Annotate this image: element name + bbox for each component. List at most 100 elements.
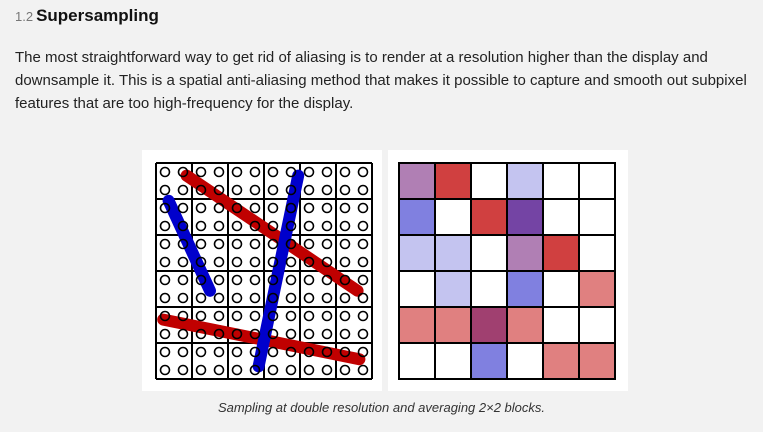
output-pixel [506,234,544,272]
section-number: 1.2 [15,9,34,24]
output-pixel [542,342,580,380]
sample-point [249,202,261,214]
sample-point [285,202,297,214]
sample-point [303,274,315,286]
output-pixel [398,270,436,308]
sample-point [357,346,369,358]
output-pixel [470,198,508,236]
sample-point [321,274,333,286]
averaged-pixel-grid [398,162,616,380]
sample-point [249,364,261,376]
output-pixel [434,162,472,200]
sample-point [195,220,207,232]
sample-point [213,202,225,214]
sample-point [321,328,333,340]
sample-point [285,310,297,322]
sample-point [285,256,297,268]
output-pixel [470,270,508,308]
sample-point [285,166,297,178]
output-pixel [506,198,544,236]
sample-point [213,166,225,178]
output-pixel [470,306,508,344]
sample-point [321,256,333,268]
sample-point [303,346,315,358]
sample-point [249,166,261,178]
output-pixel [398,162,436,200]
output-pixel [542,234,580,272]
sample-point [339,364,351,376]
supersampling-figure [142,150,628,391]
sample-point [195,184,207,196]
sample-point [159,202,171,214]
sample-point [321,220,333,232]
output-pixel [506,342,544,380]
sample-point [285,292,297,304]
body-paragraph: The most straightforward way to get rid … [15,49,747,112]
sample-point [285,238,297,250]
sample-point [357,220,369,232]
sample-point [231,346,243,358]
sample-point [339,328,351,340]
sample-point [231,274,243,286]
sample-point [177,346,189,358]
sample-point [231,166,243,178]
sample-points [159,166,369,376]
sample-point [303,310,315,322]
sample-point [339,346,351,358]
sample-point [177,220,189,232]
sample-point [285,220,297,232]
sample-point [213,346,225,358]
sample-point [267,328,279,340]
sample-point [285,364,297,376]
sample-point [357,202,369,214]
output-pixel [434,198,472,236]
output-pixel [470,342,508,380]
output-pixel [470,162,508,200]
sample-point [357,364,369,376]
section-heading: 1.2 Supersampling [15,6,159,26]
sample-point [285,184,297,196]
output-pixel [398,198,436,236]
sample-point [213,364,225,376]
sample-point [303,328,315,340]
sample-point [357,184,369,196]
output-pixel [542,306,580,344]
sample-point [321,364,333,376]
sample-point [339,274,351,286]
sample-point [339,292,351,304]
sample-point [231,328,243,340]
sample-point [213,292,225,304]
output-pixel [506,162,544,200]
sample-point [195,310,207,322]
sample-point [195,166,207,178]
sample-point [357,328,369,340]
sample-point [213,238,225,250]
sample-point [339,184,351,196]
output-pixel [506,306,544,344]
output-pixel [434,234,472,272]
sample-point [249,184,261,196]
sample-point [267,220,279,232]
sample-point [177,364,189,376]
sample-point [249,310,261,322]
sample-point [213,184,225,196]
geometry-stroke [180,169,364,297]
sample-point [249,238,261,250]
sample-point [159,256,171,268]
output-pixel [398,342,436,380]
sample-point [303,364,315,376]
output-pixel [398,306,436,344]
sample-point [339,220,351,232]
output-pixel [434,270,472,308]
output-pixel [542,270,580,308]
sample-point [249,328,261,340]
sample-point [285,328,297,340]
output-pixel [578,342,616,380]
sample-point [303,220,315,232]
sample-point [321,202,333,214]
sample-point [213,274,225,286]
output-pixel [578,234,616,272]
sample-point [357,310,369,322]
sample-point [339,166,351,178]
sample-point [267,274,279,286]
